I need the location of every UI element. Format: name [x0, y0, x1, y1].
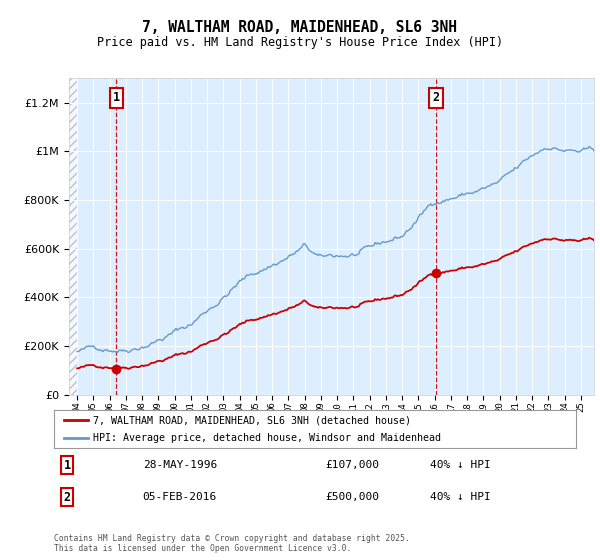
- Bar: [69, 78, 77, 395]
- Text: 28-MAY-1996: 28-MAY-1996: [143, 460, 217, 470]
- Text: 2: 2: [433, 91, 440, 104]
- Text: 05-FEB-2016: 05-FEB-2016: [143, 492, 217, 502]
- Text: £500,000: £500,000: [325, 492, 379, 502]
- Text: 40% ↓ HPI: 40% ↓ HPI: [430, 460, 491, 470]
- Text: Contains HM Land Registry data © Crown copyright and database right 2025.
This d: Contains HM Land Registry data © Crown c…: [54, 534, 410, 553]
- Text: 1: 1: [113, 91, 120, 104]
- Text: £107,000: £107,000: [325, 460, 379, 470]
- Text: 40% ↓ HPI: 40% ↓ HPI: [430, 492, 491, 502]
- Text: HPI: Average price, detached house, Windsor and Maidenhead: HPI: Average price, detached house, Wind…: [93, 433, 441, 443]
- Text: 7, WALTHAM ROAD, MAIDENHEAD, SL6 3NH (detached house): 7, WALTHAM ROAD, MAIDENHEAD, SL6 3NH (de…: [93, 415, 411, 425]
- Text: 1: 1: [64, 459, 71, 472]
- Text: 7, WALTHAM ROAD, MAIDENHEAD, SL6 3NH: 7, WALTHAM ROAD, MAIDENHEAD, SL6 3NH: [143, 20, 458, 35]
- Text: 2: 2: [64, 491, 71, 504]
- Text: Price paid vs. HM Land Registry's House Price Index (HPI): Price paid vs. HM Land Registry's House …: [97, 36, 503, 49]
